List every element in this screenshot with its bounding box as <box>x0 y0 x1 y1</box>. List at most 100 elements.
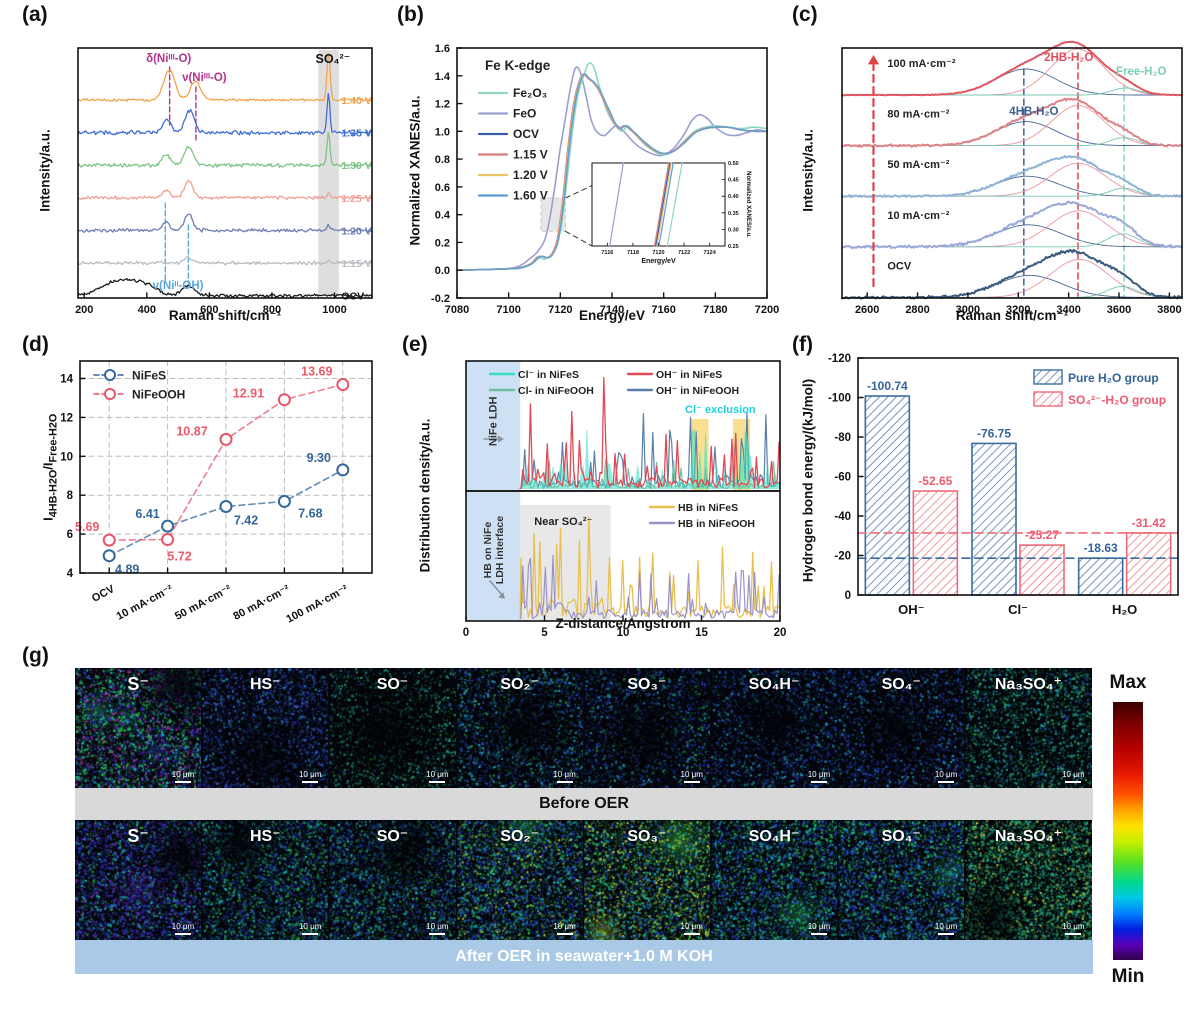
svg-text:10.87: 10.87 <box>176 424 207 438</box>
svg-text:4.89: 4.89 <box>115 563 139 577</box>
sims-tile-label: Na₃SO₄⁺ <box>994 676 1062 693</box>
svg-text:12: 12 <box>60 412 73 424</box>
sims-tile-before-0: S⁻ 10 μm <box>75 668 203 788</box>
svg-text:14: 14 <box>60 374 73 386</box>
scale-bar: 10 μm <box>1062 922 1085 935</box>
sims-tile-before-4: SO₃⁻ 10 μm <box>583 668 711 788</box>
svg-text:13.69: 13.69 <box>301 365 332 379</box>
sims-tile-after-1: HS⁻ 10 μm <box>202 820 330 940</box>
svg-text:Cl⁻: Cl⁻ <box>1008 602 1028 617</box>
scale-bar: 10 μm <box>808 770 830 783</box>
after-oer-caption: After OER in seawater+1.0 M KOH <box>75 940 1093 974</box>
svg-text:2800: 2800 <box>905 304 929 316</box>
svg-text:Fe K-edge: Fe K-edge <box>485 58 551 73</box>
svg-text:1000: 1000 <box>322 304 346 316</box>
svg-text:10 mA·cm⁻²: 10 mA·cm⁻² <box>887 210 949 222</box>
sims-tile-after-0: S⁻ 10 μm <box>75 820 203 940</box>
panel-d: (d) I4HB-H2O/IFree-H2O 4.89 6.41 7.42 7.68 9… <box>20 333 395 638</box>
svg-text:-120: -120 <box>828 353 851 365</box>
svg-text:1.15 V: 1.15 V <box>513 148 548 162</box>
svg-text:OCV: OCV <box>341 291 364 303</box>
panel-a-plot: 1.40 V 1.35 V 1.30 V 1.25 V 1.20 V 1.15 V OCV δ… <box>75 47 373 316</box>
svg-text:Cl⁻ in NiFeS: Cl⁻ in NiFeS <box>518 369 579 381</box>
svg-text:7120: 7120 <box>548 304 572 316</box>
svg-text:0: 0 <box>845 590 851 602</box>
panel-g-label: (g) <box>22 644 49 667</box>
sims-tile-after-7: Na₃SO₄⁺ 10 μm <box>965 820 1092 940</box>
sims-tile-label: S⁻ <box>127 826 149 846</box>
sims-tile-label: SO₄⁻ <box>881 676 921 693</box>
svg-text:-60: -60 <box>834 472 851 484</box>
svg-text:FeO: FeO <box>513 107 536 121</box>
panel-b-label: (b) <box>397 3 424 26</box>
panel-e: (e) Distribution density/a.u. Cl⁻ in NiF… <box>400 333 790 638</box>
svg-text:100 mA·cm⁻²: 100 mA·cm⁻² <box>887 58 956 70</box>
svg-text:7122: 7122 <box>678 250 690 256</box>
svg-text:3600: 3600 <box>1107 304 1131 316</box>
panel-a-xlabel: Raman shift/cm⁻¹ <box>168 308 282 323</box>
svg-text:HB in NiFeS: HB in NiFeS <box>678 502 738 514</box>
svg-text:4HB-H₂O: 4HB-H₂O <box>1009 106 1058 118</box>
svg-text:7124: 7124 <box>704 250 717 256</box>
svg-text:0.25: 0.25 <box>728 244 739 250</box>
svg-text:-31.42: -31.42 <box>1132 516 1166 530</box>
panel-b-xlabel: Energy/eV <box>578 308 646 323</box>
panel-e-plot: Cl⁻ in NiFeS Cl- in NiFeOOH OH⁻ in NiFeS OH… <box>463 360 786 638</box>
panel-c-label: (c) <box>792 3 818 26</box>
sims-tile-before-5: SO₄H⁻ 10 μm <box>710 668 839 788</box>
panel-d-label: (d) <box>22 333 49 356</box>
sims-row-after: S⁻ 10 μm HS⁻ 10 μm SO⁻ 10 μm SO₂⁻ 10 μm SO₃⁻ 10 μ… <box>75 820 1093 940</box>
panel-a: (a) Intensity/a.u. 1.40 V 1.35 V 1.30 V 1.2… <box>20 3 395 333</box>
sims-tile-before-2: SO⁻ 10 μm <box>329 668 457 788</box>
svg-text:0.0: 0.0 <box>435 265 450 277</box>
panel-e-xlabel: Z-distance/Angstrom <box>555 616 691 631</box>
colorbar-gradient <box>1113 702 1143 960</box>
svg-text:6: 6 <box>67 529 73 541</box>
svg-text:1.30 V: 1.30 V <box>341 160 371 172</box>
svg-text:5.72: 5.72 <box>167 550 191 564</box>
scale-bar: 10 μm <box>935 922 957 935</box>
svg-text:7080: 7080 <box>445 304 469 316</box>
sims-tile-after-5: SO₄H⁻ 10 μm <box>710 820 839 940</box>
svg-text:4: 4 <box>67 568 74 580</box>
panel-c: (c) Intensity/a.u. 100 mA·cm⁻² 80 mA·cm⁻²… <box>790 3 1192 333</box>
svg-text:-52.65: -52.65 <box>918 474 952 488</box>
svg-text:15: 15 <box>695 627 708 638</box>
svg-text:NiFeOOH: NiFeOOH <box>132 388 185 402</box>
svg-text:10: 10 <box>60 451 73 463</box>
svg-text:1.20 V: 1.20 V <box>341 225 371 237</box>
sims-tile-after-6: SO₄⁻ 10 μm <box>838 820 966 940</box>
svg-text:7120: 7120 <box>652 250 664 256</box>
sims-tile-label: SO₄H⁻ <box>748 828 800 845</box>
svg-text:7116: 7116 <box>601 250 613 256</box>
svg-text:0.35: 0.35 <box>728 211 739 217</box>
svg-text:Free-H₂O: Free-H₂O <box>1116 66 1167 78</box>
panel-f: (f) Hydrogen bond energy/(kJ/mol) -100.7… <box>790 333 1192 638</box>
panel-a-label: (a) <box>22 3 48 26</box>
svg-text:OH⁻ in NiFeS: OH⁻ in NiFeS <box>656 369 722 381</box>
svg-text:5: 5 <box>541 627 548 638</box>
svg-text:9.30: 9.30 <box>307 451 331 465</box>
before-oer-caption: Before OER <box>75 788 1093 820</box>
scale-bar: 10 μm <box>299 770 321 783</box>
svg-text:12.91: 12.91 <box>233 387 264 401</box>
svg-text:7180: 7180 <box>703 304 727 316</box>
svg-text:NiFeS: NiFeS <box>132 369 166 383</box>
svg-text:Pure H₂O group: Pure H₂O group <box>1068 371 1159 385</box>
svg-text:ν(Niᴵᴵ-OH): ν(Niᴵᴵ-OH) <box>153 280 204 292</box>
scale-bar: 10 μm <box>681 770 703 783</box>
svg-text:δ(Niᴵᴵᴵ-O): δ(Niᴵᴵᴵ-O) <box>146 53 191 65</box>
svg-text:OCV: OCV <box>887 260 912 272</box>
svg-text:80 mA·cm⁻²: 80 mA·cm⁻² <box>887 109 949 121</box>
svg-text:0.8: 0.8 <box>435 154 450 166</box>
sims-tile-label: SO₂⁻ <box>500 676 539 693</box>
scale-bar: 10 μm <box>935 770 957 783</box>
svg-text:0.45: 0.45 <box>728 178 739 184</box>
svg-text:0.40: 0.40 <box>728 194 739 200</box>
sims-tile-label: SO₃⁻ <box>627 676 667 693</box>
scale-bar: 10 μm <box>553 922 576 935</box>
scale-bar: 10 μm <box>426 770 449 783</box>
sims-tile-label: Na₃SO₄⁺ <box>994 828 1062 845</box>
sims-tile-label: S⁻ <box>127 674 149 694</box>
svg-text:-0.2: -0.2 <box>431 293 450 305</box>
